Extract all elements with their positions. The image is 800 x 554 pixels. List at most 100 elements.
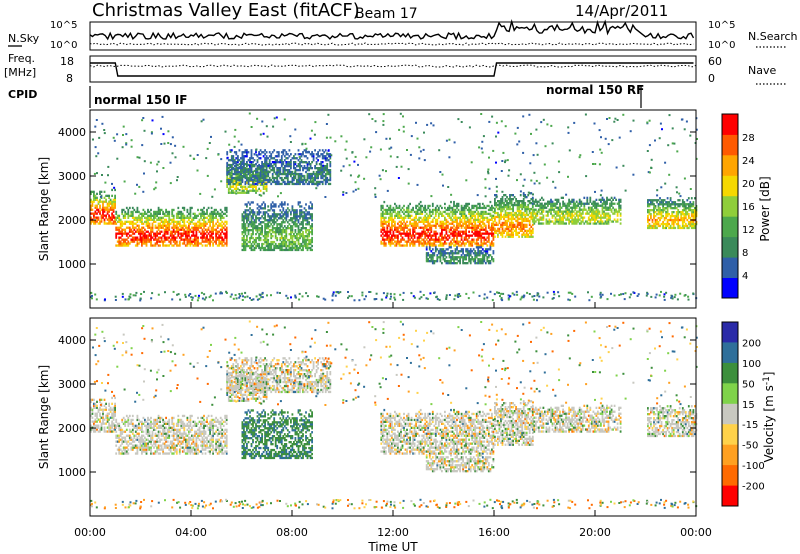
- power-cell: [594, 216, 596, 219]
- power-cell: [133, 240, 136, 243]
- power-cell: [551, 214, 554, 217]
- power-cell: [395, 226, 398, 229]
- power-cell: [512, 225, 514, 228]
- power-cell: [468, 230, 470, 233]
- power-cell: [578, 214, 581, 217]
- power-cell: [522, 200, 525, 203]
- power-cell: [504, 229, 507, 232]
- power-cell: [471, 206, 474, 210]
- power-cell: [415, 204, 417, 208]
- power-cell: [180, 232, 183, 235]
- power-cell: [197, 238, 199, 241]
- power-cell: [469, 260, 472, 263]
- power-cell: [148, 226, 151, 229]
- power-cell: [147, 222, 149, 225]
- power-cell: [468, 218, 470, 221]
- power-cell: [392, 242, 395, 245]
- power-cell: [116, 214, 119, 217]
- power-cell: [283, 225, 286, 228]
- power-cell: [256, 229, 259, 232]
- power-cell: [604, 206, 607, 209]
- power-cell: [250, 219, 253, 222]
- power-cell: [498, 219, 501, 223]
- power-cell: [441, 244, 443, 247]
- power-cell: [516, 233, 519, 236]
- power-cell: [131, 212, 134, 215]
- power-cell: [474, 224, 477, 227]
- power-cell: [299, 231, 301, 234]
- power-cell: [308, 213, 310, 216]
- power-cell: [201, 244, 204, 247]
- power-cell: [227, 172, 230, 176]
- power-cell: [264, 227, 266, 230]
- power-cell: [326, 165, 329, 168]
- power-cell: [519, 200, 522, 203]
- power-cell: [542, 198, 545, 201]
- power-cell: [457, 226, 460, 229]
- power-cell: [498, 229, 501, 232]
- power-cell: [522, 217, 525, 221]
- power-cell: [486, 252, 489, 255]
- power-cell: [463, 258, 466, 261]
- power-cell: [516, 221, 519, 225]
- power-cell: [273, 157, 276, 160]
- power-cell: [439, 260, 442, 263]
- power-cell: [418, 238, 421, 241]
- power-cell: [227, 189, 230, 192]
- power-cell: [213, 228, 216, 231]
- power-cell: [283, 180, 286, 184]
- power-cell: [442, 214, 445, 217]
- power-cell: [299, 233, 301, 236]
- power-cell: [273, 209, 276, 212]
- power-cell: [492, 242, 495, 245]
- power-cell: [128, 242, 131, 245]
- power-cell: [141, 236, 143, 239]
- power-cell: [589, 210, 592, 213]
- power-cell: [651, 218, 654, 222]
- power-cell: [548, 208, 551, 211]
- power-cell: [654, 218, 657, 222]
- power-cell: [407, 212, 410, 215]
- power-cell: [178, 240, 181, 243]
- power-cell: [468, 220, 470, 223]
- power-cell: [256, 227, 259, 230]
- power-cell: [256, 203, 259, 206]
- power-cell: [515, 203, 517, 207]
- power-cell: [244, 213, 247, 216]
- power-cell: [267, 219, 270, 222]
- power-cell: [453, 216, 455, 219]
- power-cell: [501, 215, 504, 219]
- power-cell: [194, 222, 196, 225]
- power-cell: [264, 207, 266, 210]
- power-cell: [412, 208, 414, 212]
- power-cell: [500, 213, 502, 217]
- power-cell: [225, 220, 228, 223]
- power-cell: [454, 226, 457, 229]
- power-cell: [290, 161, 292, 164]
- power-cell: [148, 238, 151, 241]
- power-cell: [305, 217, 307, 220]
- power-cell: [406, 226, 408, 229]
- power-cell: [114, 196, 116, 199]
- power-cell: [197, 224, 199, 227]
- power-cell: [554, 206, 557, 209]
- power-cell: [273, 169, 276, 172]
- power-cell: [321, 161, 324, 164]
- power-cell: [380, 208, 383, 212]
- power-cell: [509, 229, 511, 232]
- power-cell: [475, 256, 478, 259]
- power-cell: [297, 229, 300, 232]
- power-cell: [527, 205, 530, 209]
- power-cell: [550, 206, 552, 209]
- power-cell: [241, 187, 244, 190]
- power-cell: [454, 256, 457, 259]
- power-cell: [97, 218, 100, 221]
- power-cell: [477, 250, 480, 253]
- power-cell: [311, 238, 313, 242]
- power-cell: [121, 232, 124, 235]
- power-cell: [244, 170, 247, 174]
- power-cell: [560, 218, 563, 221]
- power-cell: [421, 242, 424, 245]
- power-cell: [209, 216, 211, 219]
- power-cell: [252, 157, 254, 160]
